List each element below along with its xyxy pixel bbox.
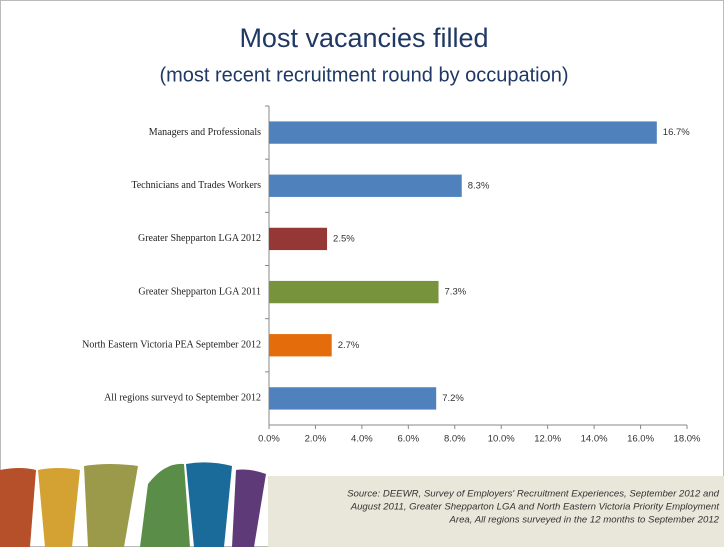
x-tick-label: 2.0% (305, 434, 327, 445)
y-tick-label: Greater Shepparton LGA 2012 (138, 233, 261, 244)
y-tick-label: Managers and Professionals (149, 127, 261, 138)
source-note: Source: DEEWR, Survey of Employers' Recr… (347, 489, 720, 500)
x-tick-label: 8.0% (444, 434, 466, 445)
x-tick-label: 14.0% (581, 434, 608, 445)
x-tick-label: 6.0% (398, 434, 420, 445)
value-label: 2.5% (333, 233, 355, 244)
x-tick-label: 16.0% (627, 434, 654, 445)
value-label: 7.3% (445, 287, 467, 298)
x-tick-label: 0.0% (258, 434, 280, 445)
bar (269, 280, 439, 304)
source-note: Area, All regions surveyed in the 12 mon… (449, 515, 720, 526)
bar (269, 174, 462, 197)
y-tick-label: North Eastern Victoria PEA September 201… (82, 340, 261, 351)
decoration (0, 462, 724, 547)
chart-subtitle: (most recent recruitment round by occupa… (159, 64, 568, 86)
x-tick-label: 18.0% (674, 434, 701, 445)
y-tick-label: Technicians and Trades Workers (131, 180, 261, 191)
x-tick-label: 10.0% (488, 434, 515, 445)
y-tick-label: All regions surveyd to September 2012 (104, 393, 261, 404)
x-tick-label: 4.0% (351, 434, 373, 445)
source-note: August 2011, Greater Shepparton LGA and … (350, 502, 720, 513)
bar (269, 227, 328, 251)
chart-title: Most vacancies filled (239, 23, 488, 53)
value-label: 16.7% (663, 127, 690, 138)
bar (269, 121, 657, 144)
bar (269, 334, 332, 357)
bar (269, 387, 437, 410)
value-label: 2.7% (338, 340, 360, 351)
x-tick-label: 12.0% (534, 434, 561, 445)
value-label: 7.2% (442, 393, 464, 404)
y-tick-label: Greater Shepparton LGA 2011 (138, 286, 261, 297)
value-label: 8.3% (468, 180, 490, 191)
